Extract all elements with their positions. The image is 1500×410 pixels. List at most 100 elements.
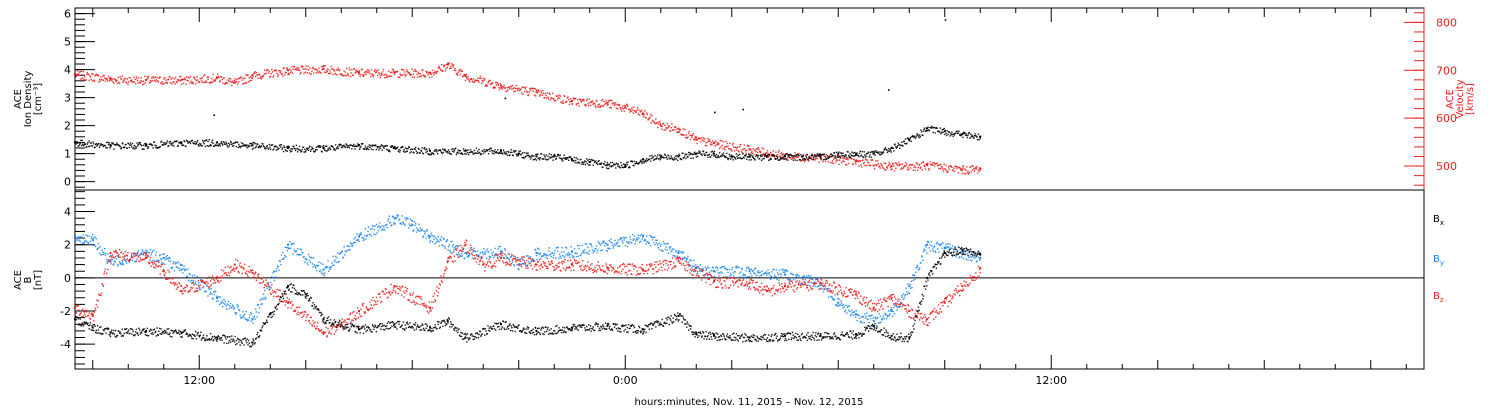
scatter-dot	[182, 288, 185, 290]
scatter-dot	[948, 246, 950, 248]
scatter-dot	[164, 275, 166, 277]
scatter-dot	[893, 170, 896, 172]
scatter-dot	[394, 146, 396, 148]
scatter-dot	[284, 74, 286, 76]
scatter-dot	[465, 73, 467, 76]
data-point	[961, 251, 964, 254]
scatter-dot	[211, 77, 213, 80]
scatter-dot	[355, 239, 358, 241]
scatter-dot	[828, 296, 830, 298]
outlier-point	[887, 89, 890, 91]
scatter-dot	[568, 159, 570, 161]
scatter-dot	[769, 278, 772, 280]
scatter-dot	[304, 71, 307, 73]
scatter-dot	[970, 171, 972, 173]
scatter-dot	[879, 315, 881, 317]
scatter-dot	[489, 256, 492, 258]
scatter-dot	[831, 296, 833, 298]
scatter-dot	[84, 241, 86, 243]
scatter-dot	[120, 147, 123, 149]
scatter-dot	[724, 148, 726, 151]
scatter-dot	[536, 89, 538, 91]
scatter-dot	[144, 145, 147, 147]
scatter-dot	[311, 67, 314, 70]
scatter-dot	[382, 225, 384, 227]
scatter-dot	[313, 322, 315, 325]
scatter-dot	[133, 144, 136, 147]
scatter-dot	[362, 236, 364, 239]
scatter-dot	[384, 293, 386, 295]
scatter-dot	[708, 138, 710, 141]
scatter-dot	[173, 78, 176, 80]
data-point	[162, 270, 165, 273]
scatter-dot	[920, 262, 922, 264]
scatter-dot	[922, 130, 925, 132]
scatter-dot	[887, 150, 889, 152]
scatter-dot	[881, 165, 883, 167]
scatter-dot	[271, 68, 273, 71]
scatter-dot	[248, 265, 250, 268]
scatter-dot	[757, 156, 759, 158]
scatter-dot	[466, 78, 469, 80]
scatter-dot	[975, 166, 977, 169]
scatter-dot	[628, 241, 630, 243]
scatter-dot	[753, 268, 756, 270]
scatter-dot	[583, 161, 585, 163]
scatter-dot	[653, 121, 655, 123]
scatter-dot	[287, 145, 290, 147]
scatter-dot	[275, 276, 277, 278]
scatter-dot	[940, 165, 943, 168]
scatter-dot	[189, 82, 191, 84]
scatter-dot	[637, 113, 639, 115]
scatter-dot	[184, 78, 187, 81]
scatter-dot	[974, 253, 976, 256]
scatter-dot	[619, 238, 621, 240]
data-point	[145, 256, 147, 259]
scatter-dot	[109, 261, 112, 263]
scatter-dot	[115, 249, 117, 251]
scatter-dot	[960, 167, 962, 170]
scatter-dot	[578, 105, 580, 107]
scatter-dot	[255, 271, 257, 273]
scatter-dot	[702, 137, 705, 139]
scatter-dot	[226, 303, 228, 305]
scatter-dot	[675, 158, 678, 160]
scatter-dot	[591, 101, 593, 104]
scatter-dot	[380, 144, 383, 146]
scatter-dot	[906, 293, 909, 296]
scatter-dot	[855, 316, 857, 318]
scatter-dot	[673, 129, 675, 131]
scatter-dot	[217, 279, 219, 282]
scatter-dot	[963, 132, 965, 134]
scatter-dot	[958, 257, 960, 259]
scatter-dot	[281, 72, 283, 75]
scatter-dot	[107, 80, 109, 82]
scatter-dot	[608, 247, 610, 250]
scatter-dot	[620, 110, 623, 112]
scatter-dot	[349, 69, 351, 71]
data-point	[535, 251, 538, 254]
scatter-dot	[335, 330, 337, 333]
scatter-dot	[780, 273, 783, 276]
scatter-dot	[231, 307, 233, 309]
scatter-dot	[241, 79, 243, 81]
scatter-dot	[860, 155, 862, 157]
scatter-dot	[531, 258, 534, 260]
scatter-dot	[260, 145, 263, 147]
scatter-dot	[176, 78, 179, 81]
scatter-dot	[617, 108, 619, 110]
scatter-dot	[463, 73, 465, 76]
scatter-dot	[443, 149, 445, 151]
scatter-dot	[684, 256, 686, 258]
scatter-dot	[873, 168, 876, 170]
scatter-dot	[76, 142, 79, 144]
scatter-dot	[196, 140, 199, 142]
scatter-dot	[377, 300, 379, 302]
scatter-dot	[331, 264, 334, 267]
scatter-dot	[753, 272, 755, 274]
scatter-dot	[854, 314, 856, 316]
scatter-dot	[124, 259, 126, 262]
scatter-dot	[367, 146, 369, 148]
scatter-dot	[556, 95, 558, 97]
data-point	[251, 271, 254, 274]
